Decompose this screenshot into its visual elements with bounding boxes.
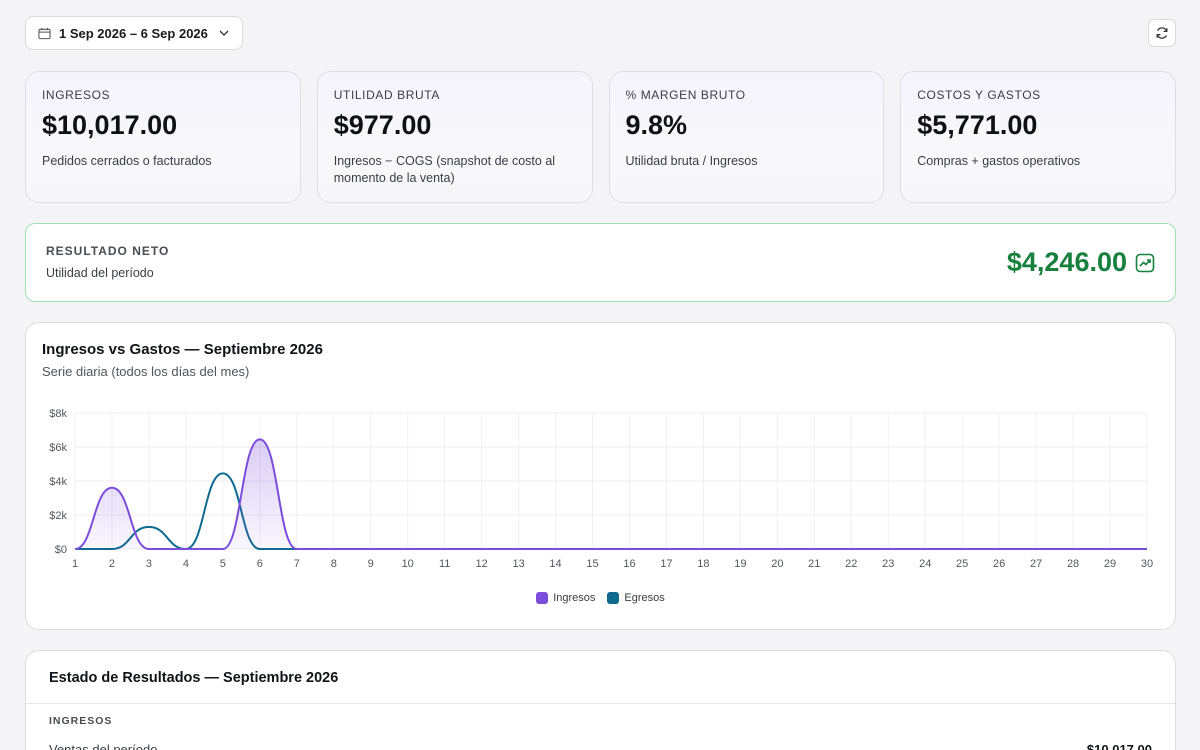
x-tick-label: 27 xyxy=(1030,558,1042,570)
x-tick-label: 26 xyxy=(993,558,1005,570)
kpi-card-costos-gastos: COSTOS Y GASTOS $5,771.00 Compras + gast… xyxy=(900,71,1176,203)
x-tick-label: 8 xyxy=(331,558,337,570)
divider xyxy=(26,703,1175,704)
statement-title: Estado de Resultados — Septiembre 2026 xyxy=(49,670,339,686)
y-tick-label: $6k xyxy=(49,442,67,454)
kpi-label: UTILIDAD BRUTA xyxy=(333,88,440,102)
x-tick-label: 15 xyxy=(586,558,598,570)
chevron-down-icon xyxy=(219,30,229,36)
net-result-value: $4,246.00 xyxy=(1006,247,1127,277)
chart-legend: Ingresos Egresos xyxy=(26,592,1175,604)
chart-subtitle: Serie diaria (todos los días del mes) xyxy=(42,364,250,379)
series-area-ingresos xyxy=(75,439,1147,549)
x-tick-label: 3 xyxy=(146,558,152,570)
x-tick-label: 19 xyxy=(734,558,746,570)
legend-label: Ingresos xyxy=(553,592,596,604)
x-tick-label: 12 xyxy=(475,558,487,570)
x-tick-label: 5 xyxy=(220,558,226,570)
legend-swatch-egresos xyxy=(607,592,620,604)
kpi-cards: INGRESOS $10,017.00 Pedidos cerrados o f… xyxy=(25,71,1176,203)
x-tick-label: 23 xyxy=(882,558,894,570)
x-tick-label: 29 xyxy=(1104,558,1116,570)
toolbar: 1 Sep 2026 – 6 Sep 2026 xyxy=(25,16,1176,50)
x-tick-label: 22 xyxy=(845,558,857,570)
chart-title: Ingresos vs Gastos — Septiembre 2026 xyxy=(42,341,323,358)
kpi-card-ingresos: INGRESOS $10,017.00 Pedidos cerrados o f… xyxy=(25,71,301,203)
date-range-label: 1 Sep 2026 – 6 Sep 2026 xyxy=(59,25,208,41)
y-tick-label: $8k xyxy=(49,408,67,420)
date-range-picker[interactable]: 1 Sep 2026 – 6 Sep 2026 xyxy=(25,16,243,50)
kpi-value: $5,771.00 xyxy=(917,110,1038,140)
x-tick-label: 18 xyxy=(697,558,709,570)
x-tick-label: 9 xyxy=(368,558,374,570)
income-expense-chart-card: Ingresos vs Gastos — Septiembre 2026 Ser… xyxy=(25,322,1176,630)
refresh-icon xyxy=(1156,27,1168,39)
net-result-description: Utilidad del período xyxy=(46,266,154,280)
legend-item-ingresos[interactable]: Ingresos xyxy=(536,592,595,604)
kpi-label: COSTOS Y GASTOS xyxy=(917,88,1041,102)
calendar-icon xyxy=(38,27,51,39)
series-line-ingresos xyxy=(74,438,1147,550)
x-tick-label: 6 xyxy=(257,558,263,570)
income-statement-card: Estado de Resultados — Septiembre 2026 I… xyxy=(25,650,1176,750)
kpi-card-margen-bruto: % MARGEN BRUTO 9.8% Utilidad bruta / Ing… xyxy=(608,71,885,203)
x-tick-label: 20 xyxy=(771,558,783,570)
x-tick-label: 17 xyxy=(660,558,672,570)
refresh-button[interactable] xyxy=(1148,19,1176,47)
legend-item-egresos[interactable]: Egresos xyxy=(607,592,665,604)
x-tick-label: 7 xyxy=(294,558,300,570)
x-tick-label: 28 xyxy=(1067,558,1079,570)
statement-row-label: Ventas del período xyxy=(49,742,158,750)
x-tick-label: 4 xyxy=(183,558,189,570)
kpi-description: Pedidos cerrados o facturados xyxy=(42,154,212,168)
x-tick-label: 30 xyxy=(1141,558,1153,570)
kpi-value: $10,017.00 xyxy=(42,110,178,140)
kpi-label: INGRESOS xyxy=(42,88,111,102)
kpi-value: 9.8% xyxy=(625,110,688,140)
kpi-card-utilidad-bruta: UTILIDAD BRUTA $977.00 Ingresos − COGS (… xyxy=(316,71,593,203)
kpi-description: Utilidad bruta / Ingresos xyxy=(625,154,758,168)
x-tick-label: 16 xyxy=(623,558,635,570)
x-tick-label: 10 xyxy=(402,558,414,570)
x-tick-label: 11 xyxy=(439,558,450,570)
legend-swatch-ingresos xyxy=(536,592,549,604)
y-tick-label: $2k xyxy=(49,510,67,522)
x-tick-label: 25 xyxy=(956,558,968,570)
x-tick-label: 24 xyxy=(919,558,931,570)
statement-row-value: $10,017.00 xyxy=(1086,742,1152,750)
kpi-label: % MARGEN BRUTO xyxy=(625,88,746,102)
y-tick-label: $0 xyxy=(55,544,67,556)
x-tick-label: 1 xyxy=(72,558,78,570)
legend-label: Egresos xyxy=(624,592,665,604)
trending-up-icon xyxy=(1135,253,1155,273)
y-tick-label: $4k xyxy=(49,476,67,488)
income-expense-chart: $0$2k$4k$6k$8k1 2 3 4 5 6 7 8 9 10 11 12 13 14 15 16 17 1… xyxy=(49,408,1153,570)
net-result-card: RESULTADO NETO Utilidad del período $4,2… xyxy=(25,223,1176,302)
kpi-description: Ingresos − COGS (snapshot de costo al mo… xyxy=(333,154,556,185)
statement-section-label: INGRESOS xyxy=(49,715,113,727)
x-tick-label: 14 xyxy=(549,558,561,570)
x-tick-label: 2 xyxy=(109,558,115,570)
net-result-label: RESULTADO NETO xyxy=(46,244,170,258)
x-tick-label: 13 xyxy=(512,558,524,570)
x-tick-label: 21 xyxy=(808,558,820,570)
kpi-description: Compras + gastos operativos xyxy=(917,154,1081,168)
kpi-value: $977.00 xyxy=(333,110,432,140)
